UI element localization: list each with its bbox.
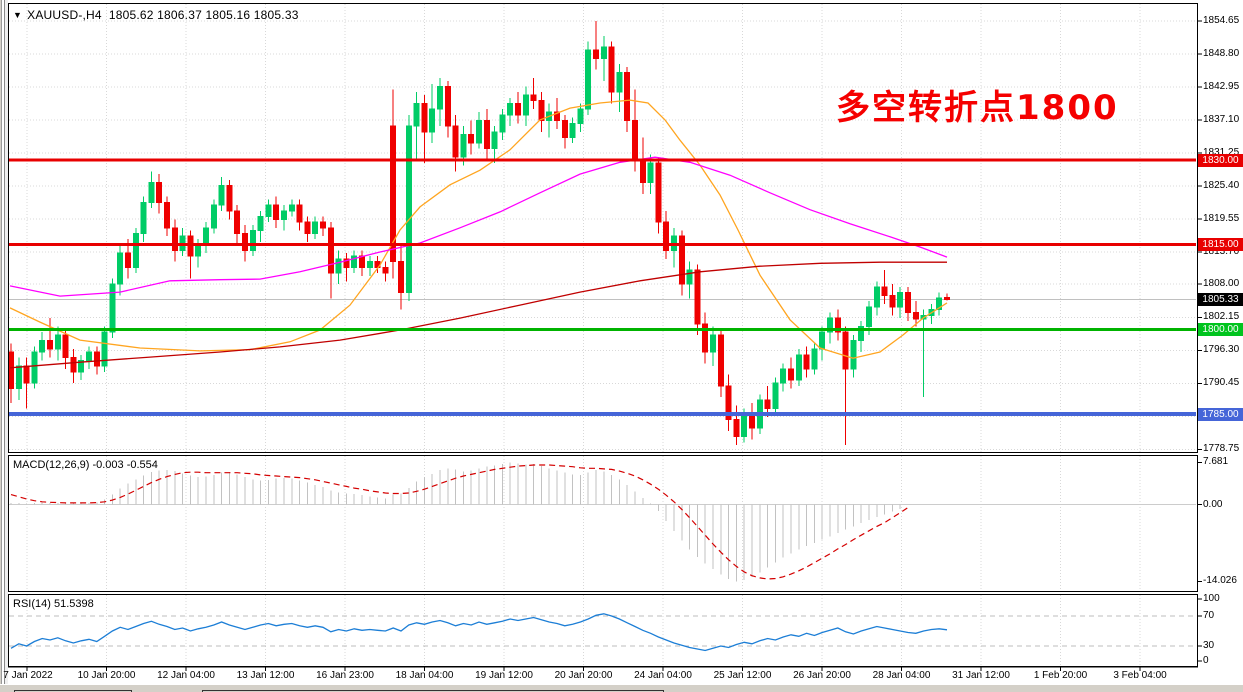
time-axis-label: 20 Jan 20:00 <box>554 670 613 681</box>
time-axis-label: 31 Jan 12:00 <box>952 670 1010 681</box>
macd-indicator-label: MACD(12,26,9) -0.003 -0.554 <box>13 459 158 471</box>
price-axis-label: 1854.65 <box>1203 14 1240 26</box>
ohlc-quotes: 1805.62 1806.37 1805.16 1805.33 <box>108 8 299 22</box>
time-axis-label: 16 Jan 23:00 <box>316 670 374 681</box>
time-axis-label: 26 Jan 20:00 <box>793 670 851 681</box>
time-axis-label: 1 Feb 20:00 <box>1033 670 1088 681</box>
time-axis-label: 10 Jan 20:00 <box>77 670 136 681</box>
rsi-indicator-label: RSI(14) 51.5398 <box>13 598 94 610</box>
price-axis-label: 1831.25 <box>1203 146 1240 158</box>
bottom-window-strip <box>0 684 1243 692</box>
price-axis-label: 1802.15 <box>1203 311 1240 323</box>
symbol-timeframe: XAUUSD-,H4 <box>27 8 102 22</box>
rsi-axis-label: 100 <box>1203 593 1220 604</box>
price-tag: 1830.00 <box>1198 153 1243 167</box>
price-axis-label: 1819.55 <box>1203 213 1240 224</box>
background-window-fragment <box>202 690 664 692</box>
time-axis-label: 3 Feb 04:00 <box>1113 670 1167 681</box>
price-axis-label: 1813.70 <box>1203 246 1240 258</box>
price-tag: 1815.00 <box>1198 238 1243 252</box>
macd-axis-label: 0.00 <box>1203 498 1223 510</box>
time-axis-label: 7 Jan 2022 <box>3 670 53 681</box>
price-axis-label: 1848.80 <box>1203 47 1240 59</box>
time-axis-label: 25 Jan 12:00 <box>713 670 772 681</box>
symbol-dropdown-icon[interactable]: ▼ <box>13 10 23 20</box>
window-left-edge <box>0 0 8 692</box>
price-axis-label: 1790.45 <box>1203 377 1240 389</box>
time-axis-label: 24 Jan 04:00 <box>634 670 692 681</box>
price-axis-label: 1825.40 <box>1203 179 1240 191</box>
time-axis-label: 18 Jan 04:00 <box>395 670 454 681</box>
price-axis-label: 1796.30 <box>1203 344 1240 356</box>
price-axis-label: 1808.00 <box>1203 278 1240 290</box>
price-axis-label: 1842.95 <box>1203 80 1240 92</box>
rsi-axis-label: 30 <box>1203 640 1215 651</box>
time-axis-label: 28 Jan 04:00 <box>872 670 931 681</box>
background-window-fragment <box>14 690 132 692</box>
macd-axis-label: -14.026 <box>1203 575 1237 587</box>
price-axis-label: 1778.75 <box>1203 443 1240 455</box>
time-axis-label: 12 Jan 04:00 <box>157 670 215 681</box>
price-tag: 1800.00 <box>1198 322 1243 336</box>
price-tag: 1785.00 <box>1198 407 1243 421</box>
time-axis-label: 19 Jan 12:00 <box>475 670 533 681</box>
rsi-axis-label: 0 <box>1203 655 1209 666</box>
price-tag: 1805.33 <box>1198 292 1243 306</box>
macd-axis-label: 7.681 <box>1203 456 1229 468</box>
time-axis-label: 13 Jan 12:00 <box>236 670 295 681</box>
chart-annotation-text: 多空转折点1800 <box>836 88 1119 128</box>
rsi-axis-label: 70 <box>1203 610 1215 621</box>
price-axis-label: 1837.10 <box>1203 113 1240 125</box>
chart-title: ▼ XAUUSD-,H4 1805.62 1806.37 1805.16 1805… <box>13 8 299 22</box>
